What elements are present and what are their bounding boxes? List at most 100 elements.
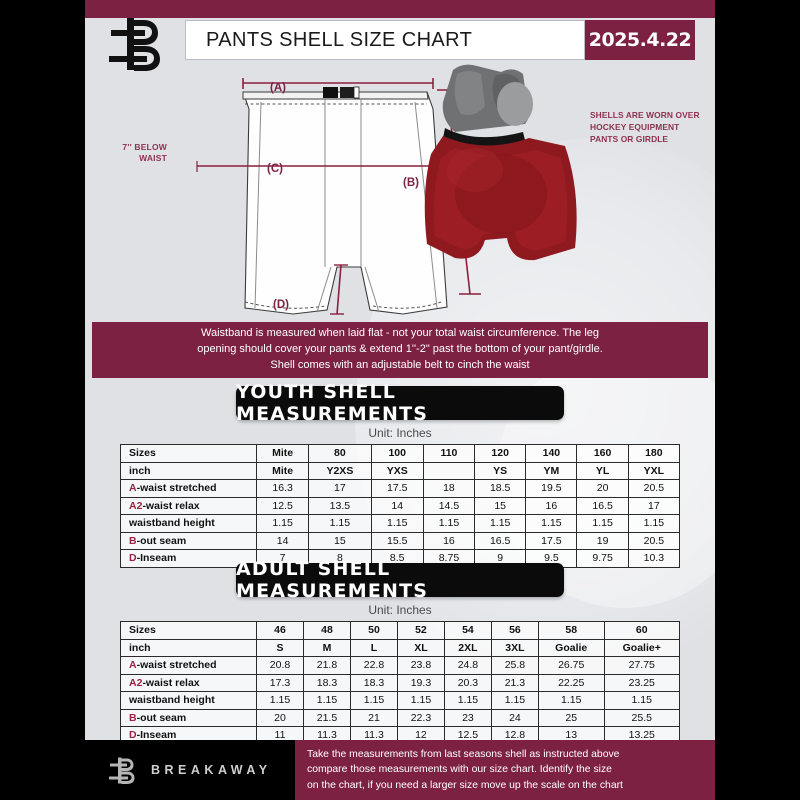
table-cell: 17.5	[525, 531, 578, 550]
photo-note: SHELLS ARE WORN OVER HOCKEY EQUIPMENT PA…	[590, 110, 700, 144]
table-cell: Mite	[255, 444, 310, 463]
table-row: A2-waist relax 12.5 13.5 14 14.5 15 16 16.5 17	[120, 496, 681, 515]
table-cell: 1.15	[627, 514, 681, 533]
table-row: B-out seam 20 21.5 21 22.3 23 24 25 25.5	[120, 708, 681, 727]
table-cell: 58	[537, 621, 605, 640]
table-cell: Goalie+	[603, 638, 681, 657]
footer-note-line3: on the chart, if you need a larger size …	[307, 779, 623, 791]
table-cell: 1.15	[302, 691, 351, 710]
table-cell: 20.5	[627, 531, 681, 550]
page-title-text: PANTS SHELL SIZE CHART	[206, 28, 473, 51]
row-label-key: A	[129, 659, 137, 672]
table-cell: 140	[525, 444, 578, 463]
row-label: D-Inseam	[120, 549, 257, 568]
below-waist-label: 7'' BELOW WAIST	[95, 142, 167, 165]
row-label: A2-waist relax	[120, 496, 257, 515]
table-cell: 12.5	[255, 496, 310, 515]
table-cell: 100	[370, 444, 424, 463]
table-row: A-waist stretched 20.8 21.8 22.8 23.8 24.8 25.…	[120, 656, 681, 675]
row-label-key: A2	[129, 676, 143, 689]
dimension-label-d: (D)	[273, 299, 289, 311]
youth-measurements-table: Sizes Mite 80 100 110 120 140 160 180 inch Mite Y2X…	[120, 444, 681, 568]
table-cell: 1.15	[396, 691, 445, 710]
measurement-diagram: 7'' BELOW WAIST	[85, 62, 715, 322]
table-row: D-Inseam 7 8 8.5 8.75 9 9.5 9.75 10.3	[120, 549, 681, 568]
table-row: waistband height 1.15 1.15 1.15 1.15 1.15 1.15…	[120, 514, 681, 533]
banner-line1: Waistband is measured when laid flat - n…	[200, 327, 600, 340]
instruction-banner: Waistband is measured when laid flat - n…	[92, 322, 708, 378]
table-cell: 21.3	[490, 673, 539, 692]
table-cell: 24.8	[443, 656, 492, 675]
table-cell: 23.8	[396, 656, 445, 675]
table-cell: 19.3	[396, 673, 445, 692]
adult-section-title: ADULT SHELL MEASUREMENTS	[236, 558, 564, 602]
table-cell: 110	[422, 444, 476, 463]
table-cell: 23.25	[603, 673, 681, 692]
adult-unit-label: Unit: Inches	[368, 603, 432, 617]
row-label: inch	[120, 638, 257, 657]
table-cell: 50	[349, 621, 398, 640]
table-cell: 18.5	[474, 479, 527, 498]
table-cell: XL	[396, 638, 445, 657]
table-cell: 23	[443, 708, 492, 727]
table-cell: 17.3	[256, 673, 304, 692]
table-cell: M	[302, 638, 351, 657]
table-cell: 1.15	[308, 514, 372, 533]
table-cell: 1.15	[576, 514, 629, 533]
table-cell: 9.5	[525, 549, 578, 568]
header: PANTS SHELL SIZE CHART 2025.4.22	[85, 18, 715, 71]
table-cell: 17.5	[370, 479, 424, 498]
row-label: Sizes	[120, 621, 257, 640]
table-cell: 25.5	[603, 708, 681, 727]
table-cell: 18	[422, 479, 476, 498]
table-cell: YS	[474, 461, 527, 480]
row-label-key: B	[129, 711, 137, 724]
content-panel: PANTS SHELL SIZE CHART 2025.4.22 7'' BEL…	[85, 18, 715, 740]
banner-line3: Shell comes with an adjustable belt to c…	[270, 358, 530, 371]
table-cell: 120	[474, 444, 527, 463]
table-row: Sizes Mite 80 100 110 120 140 160 180	[120, 444, 681, 463]
footer-note-line1: Take the measurements from last seasons …	[307, 749, 620, 761]
table-cell: 25	[537, 708, 605, 727]
table-cell: 56	[490, 621, 539, 640]
table-cell: 21.5	[302, 708, 351, 727]
table-cell: 1.15	[255, 514, 310, 533]
table-cell: YM	[525, 461, 578, 480]
table-cell: Y2XS	[308, 461, 372, 480]
youth-section-title-text: YOUTH SHELL MEASUREMENTS	[236, 381, 429, 425]
table-cell: 1.15	[349, 691, 398, 710]
table-cell: YL	[576, 461, 629, 480]
row-label: A-waist stretched	[120, 656, 257, 675]
table-cell: 60	[603, 621, 681, 640]
date-badge-text: 2025.4.22	[588, 29, 692, 51]
table-row: Sizes 46 48 50 52 54 56 58 60	[120, 621, 681, 640]
table-cell: 16	[422, 531, 476, 550]
table-cell: 160	[576, 444, 629, 463]
footer-note-line2: compare those measurements with our size…	[307, 764, 612, 776]
table-cell: 20	[256, 708, 304, 727]
dimension-label-b: (B)	[403, 177, 419, 189]
row-label-key: A	[129, 482, 137, 495]
table-cell: L	[349, 638, 398, 657]
table-cell: 12	[396, 726, 445, 740]
below-waist-line1: 7'' BELOW	[122, 142, 167, 152]
table-cell: 20	[576, 479, 629, 498]
table-cell: 3XL	[490, 638, 539, 657]
table-cell: 14	[255, 531, 310, 550]
table-cell: 1.15	[525, 514, 578, 533]
date-badge: 2025.4.22	[585, 20, 695, 60]
banner-line2: opening should cover your pants & extend…	[197, 343, 603, 356]
table-cell: 46	[256, 621, 304, 640]
row-label-key: D	[129, 729, 137, 740]
table-cell: 16.5	[474, 531, 527, 550]
table-cell: 7	[255, 549, 310, 568]
table-cell: 21.8	[302, 656, 351, 675]
table-cell: 54	[443, 621, 492, 640]
table-cell: 2XL	[443, 638, 492, 657]
table-row: A-waist stretched 16.3 17 17.5 18 18.5 19.5 20 2…	[120, 479, 681, 498]
table-cell: 10.3	[627, 549, 681, 568]
table-cell: 16.3	[255, 479, 310, 498]
table-row: inch Mite Y2XS YXS YS YM YL YXL	[120, 461, 681, 480]
table-cell: 1.15	[443, 691, 492, 710]
